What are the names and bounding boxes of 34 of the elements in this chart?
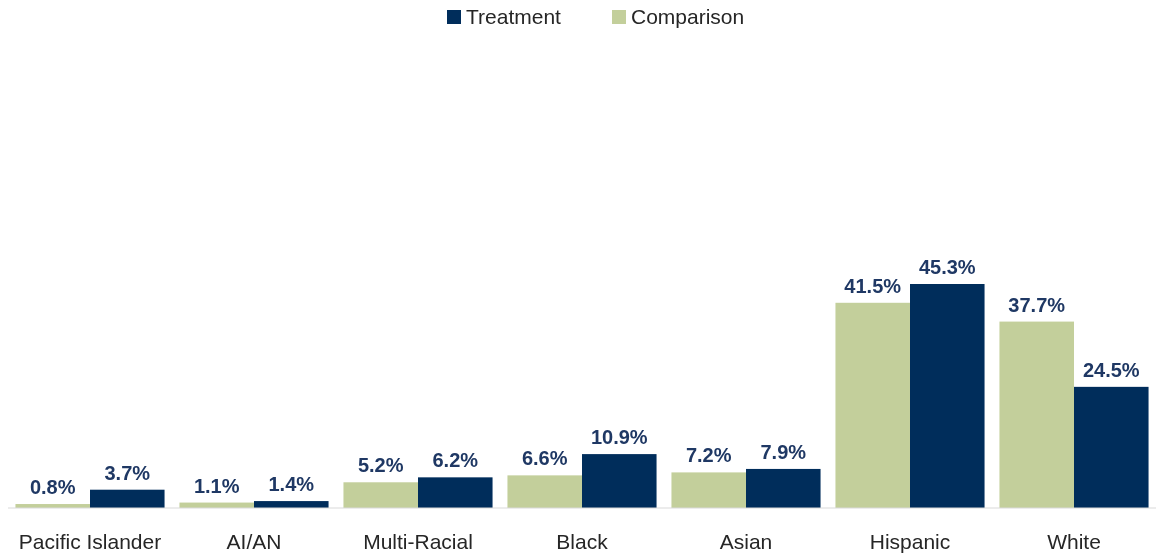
x-tick-label: Hispanic — [869, 530, 951, 553]
data-label: 7.2% — [685, 444, 732, 467]
x-tick-label: Asian — [719, 530, 773, 553]
bar — [835, 302, 910, 508]
data-label: 7.9% — [760, 440, 807, 463]
x-tick-label: Multi-Racial — [363, 530, 473, 553]
data-label: 1.4% — [268, 473, 315, 496]
data-label: 3.7% — [104, 461, 151, 484]
legend-label: Treatment — [466, 5, 562, 28]
x-tick-label: Black — [556, 530, 609, 553]
bar — [999, 321, 1074, 508]
bar — [746, 468, 821, 508]
bar — [343, 482, 418, 508]
bar — [910, 284, 985, 508]
data-label: 6.6% — [521, 447, 568, 470]
bar — [507, 475, 582, 508]
data-label: 10.9% — [590, 426, 648, 449]
bar — [90, 489, 165, 508]
data-label: 24.5% — [1082, 358, 1140, 381]
bar — [671, 472, 746, 508]
data-label: 6.2% — [432, 449, 479, 472]
data-label: 0.8% — [29, 476, 76, 499]
bar — [418, 477, 493, 508]
x-tick-label: AI/AN — [226, 530, 282, 553]
data-label: 37.7% — [1008, 293, 1066, 316]
x-tick-label: Pacific Islander — [18, 530, 162, 553]
bar — [1074, 386, 1149, 508]
data-label: 1.1% — [193, 474, 240, 497]
bar — [582, 454, 657, 508]
data-label: 5.2% — [357, 454, 404, 477]
data-label: 45.3% — [918, 256, 976, 278]
x-tick-label: White — [1047, 530, 1101, 553]
data-label: 41.5% — [844, 274, 902, 297]
legend-label: Comparison — [631, 5, 745, 28]
